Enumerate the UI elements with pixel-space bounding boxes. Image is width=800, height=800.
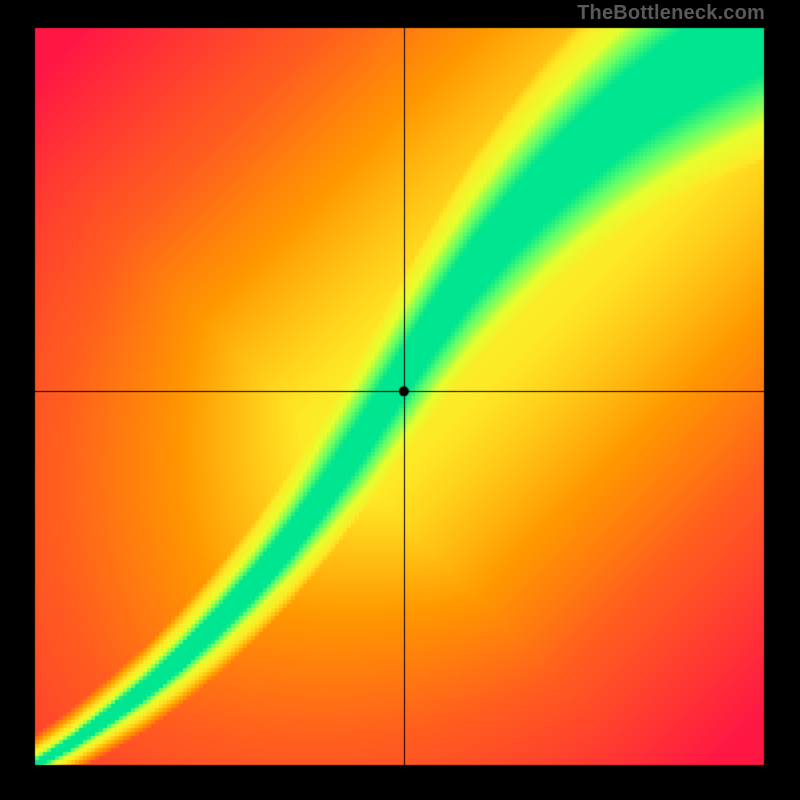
chart-container: { "watermark": { "text": "TheBottleneck.…	[0, 0, 800, 800]
watermark-text: TheBottleneck.com	[577, 2, 765, 25]
bottleneck-heatmap	[0, 0, 800, 800]
